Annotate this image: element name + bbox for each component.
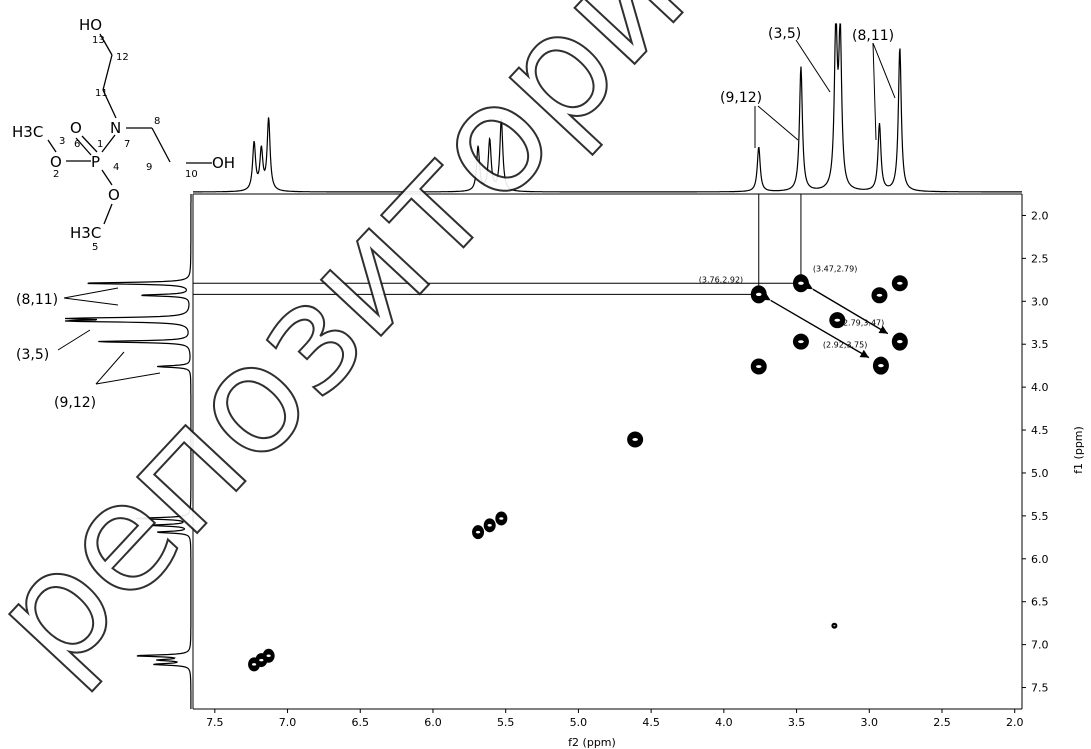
- x-tick-label: 6.5: [352, 716, 370, 729]
- atom-n: N: [110, 119, 121, 137]
- x-tick-label: 4.5: [642, 716, 660, 729]
- atom-number: 11: [95, 88, 108, 99]
- x-tick-label: 6.0: [424, 716, 442, 729]
- atom-o-left: O: [50, 153, 62, 171]
- x-tick-label: 4.0: [715, 716, 733, 729]
- diagonal-peak-highlight: [251, 663, 257, 666]
- atom-ch3-bottom: H3C: [70, 224, 101, 242]
- y-tick-label: 7.0: [1031, 639, 1049, 652]
- x-tick-label: 2.5: [933, 716, 951, 729]
- y-tick-label: 2.5: [1031, 252, 1049, 265]
- diagonal-peak-highlight: [897, 281, 903, 285]
- top-label-leaders: [754, 39, 896, 148]
- atom-o-right: O: [108, 186, 120, 204]
- cross-peak-label: (2.79,3.47): [840, 319, 884, 328]
- x-tick-label: 5.5: [497, 716, 515, 729]
- atom-o-double: O: [70, 119, 82, 137]
- atom-number: 2: [53, 169, 59, 180]
- axis-ticks: 7.5 7.0 6.5 6.0 5.5 5.0 4.5 4.0 3.5 3.0 2.5 2.0 2.0 2…: [206, 209, 1048, 729]
- cross-peak-highlight: [878, 364, 884, 368]
- cross-peak-label: (2.92,3.75): [823, 341, 867, 350]
- top-label-811: (8,11): [852, 28, 894, 44]
- y-tick-label: 5.0: [1031, 467, 1049, 480]
- atom-number: 5: [92, 242, 98, 253]
- y-tick-label: 5.5: [1031, 510, 1049, 523]
- y-tick-label: 7.5: [1031, 682, 1049, 695]
- atom-oh: OH: [212, 154, 235, 172]
- left-label-912: (9,12): [54, 395, 96, 411]
- cross-peak-label: (3.47,2.79): [813, 264, 857, 273]
- atom-number: 1: [97, 139, 103, 150]
- atom-number: 12: [116, 52, 129, 63]
- diagonal-peak-highlight: [475, 530, 481, 534]
- x-tick-label: 7.5: [206, 716, 224, 729]
- atom-number: 6: [74, 139, 80, 150]
- left-label-811: (8,11): [16, 292, 58, 308]
- watermark: репозиторий: [0, 0, 786, 706]
- atom-number: 4: [113, 162, 119, 173]
- atom-number: 7: [124, 139, 130, 150]
- atom-number: 10: [185, 169, 198, 180]
- diagonal-peak-highlight: [499, 517, 504, 520]
- top-label-912: (9,12): [720, 90, 762, 106]
- top-projection-spectrum: [193, 23, 1022, 193]
- correlation-arrow: [761, 292, 870, 359]
- correlation-arrows: (3.76,2.92) (3.47,2.79) (2.79,3.47) (2.92,3…: [699, 264, 889, 359]
- y-tick-label: 4.0: [1031, 381, 1049, 394]
- atom-p: P: [91, 153, 100, 171]
- x-tick-label: 7.0: [279, 716, 297, 729]
- cross-peak-highlight: [798, 281, 804, 285]
- diagonal-peak-highlight: [259, 658, 264, 662]
- atom-number: 8: [154, 116, 160, 127]
- atom-number: 13: [92, 35, 105, 46]
- y-tick-label: 6.0: [1031, 553, 1049, 566]
- atom-ch3-top: H3C: [12, 123, 43, 141]
- cross-peak-highlight: [755, 292, 762, 297]
- x-tick-label: 3.0: [861, 716, 879, 729]
- y-tick-label: 3.5: [1031, 338, 1049, 351]
- left-label-35: (3,5): [16, 347, 49, 363]
- diagonal-peak-highlight: [266, 654, 271, 658]
- guide-lines: [193, 194, 802, 295]
- diagonal-peak-highlight: [876, 293, 883, 297]
- diagonal-peak-highlight: [833, 625, 836, 627]
- x-tick-label: 3.5: [788, 716, 806, 729]
- y-tick-label: 6.5: [1031, 596, 1049, 609]
- diagonal-peak-highlight: [632, 438, 638, 441]
- y-tick-label: 3.0: [1031, 295, 1049, 308]
- y-tick-label: 4.5: [1031, 424, 1049, 437]
- atom-number: 9: [146, 162, 152, 173]
- diagonal-peak-highlight: [487, 524, 492, 527]
- x-axis-label: f2 (ppm): [568, 736, 616, 749]
- x-tick-label: 2.0: [1006, 716, 1024, 729]
- y-tick-label: 2.0: [1031, 209, 1049, 222]
- top-label-35: (3,5): [768, 26, 801, 42]
- left-projection-spectrum: [64, 194, 192, 709]
- y-axis-label: f1 (ppm): [1072, 426, 1085, 474]
- atom-number: 3: [59, 136, 65, 147]
- diagonal-peak-highlight: [798, 340, 804, 344]
- cross-peak-label: (3.76,2.92): [699, 275, 743, 284]
- diagonal-peak-highlight: [755, 365, 762, 368]
- cross-peak-highlight: [897, 340, 903, 344]
- left-label-leaders: [57, 287, 161, 385]
- atom-ho-top: HO: [79, 16, 102, 34]
- x-tick-label: 5.0: [570, 716, 588, 729]
